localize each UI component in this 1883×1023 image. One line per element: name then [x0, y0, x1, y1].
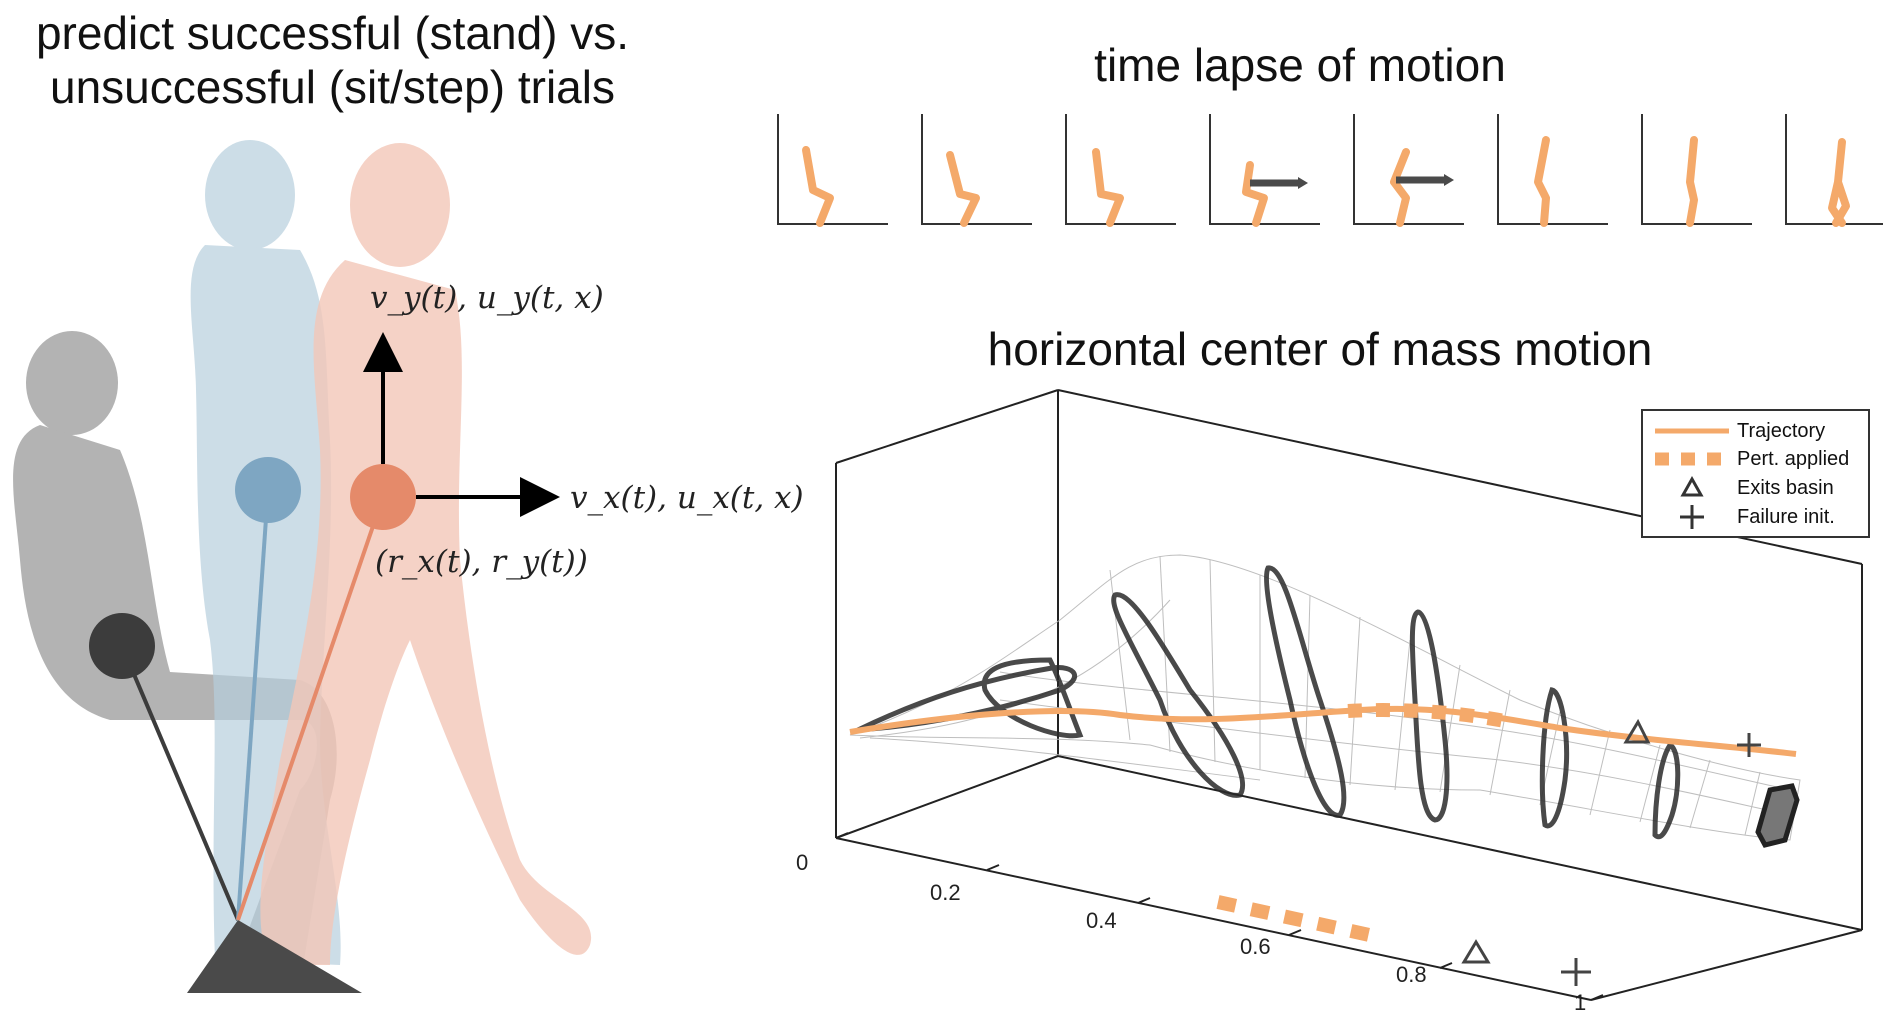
stand-rod: [236, 489, 270, 921]
timelapse-title: time lapse of motion: [1094, 39, 1506, 91]
failure-axis-marker: [1561, 958, 1591, 986]
x-tick-0: 0: [796, 850, 809, 875]
left-title-line1: predict successful (stand) vs.: [35, 7, 630, 59]
legend-pert-applied: Pert. applied: [1737, 448, 1850, 470]
legend-symbols: [1655, 428, 1729, 529]
legend-trajectory: Trajectory: [1737, 420, 1826, 442]
frame-6: [1497, 114, 1608, 227]
exits-basin-axis-marker: [1461, 939, 1491, 964]
x-tick-3: 0.6: [1240, 934, 1271, 959]
failure-init-marker: [1737, 733, 1761, 757]
left-title-line2: unsuccessful (sit/step) trials: [50, 61, 615, 113]
stepping-person-silhouette: [260, 143, 592, 965]
x-tick-1: 0.2: [930, 880, 961, 905]
com-title: horizontal center of mass motion: [987, 323, 1653, 375]
left-title: predict successful (stand) vs. unsuccess…: [0, 6, 665, 114]
com-3d-plot: [835, 389, 1863, 1001]
frame-1: [777, 114, 888, 227]
step-com-mass: [350, 464, 416, 530]
x-axis-ticks: [835, 832, 1604, 1001]
legend-plus-icon: [1680, 505, 1704, 529]
legend-exits-basin: Exits basin: [1737, 477, 1834, 499]
basin-end-cap: [1755, 783, 1800, 848]
foot-support-triangle: [187, 920, 362, 993]
stand-com-mass: [235, 457, 301, 523]
plot-box: [835, 389, 1863, 1001]
frame-3: [1065, 114, 1176, 227]
exits-basin-marker: [1623, 718, 1651, 744]
sit-stand-diagram: [13, 140, 592, 993]
vertical-velocity-label: v_y(t), u_y(t, x): [370, 280, 604, 316]
position-label: (r_x(t), r_y(t)): [375, 544, 588, 580]
frame-2: [921, 114, 1032, 227]
legend-triangle-icon: [1680, 475, 1704, 497]
frame-8: [1785, 114, 1883, 227]
timelapse-strip: [777, 114, 1883, 227]
perturbation-axis-projection: [1216, 895, 1376, 943]
step-rod: [236, 496, 385, 921]
sitting-person-silhouette: [13, 331, 337, 985]
legend-failure-init: Failure init.: [1737, 506, 1835, 528]
frame-4: [1209, 114, 1320, 227]
x-tick-2: 0.4: [1086, 908, 1117, 933]
perturbation-segment: [1347, 703, 1512, 729]
com-legend: Trajectory Pert. applied Exits basin Fai…: [1641, 409, 1870, 538]
x-tick-4: 0.8: [1396, 962, 1427, 987]
frame-5: [1353, 114, 1464, 227]
frame-7: [1641, 114, 1752, 227]
x-tick-5: 1: [1574, 990, 1587, 1015]
sit-rod: [120, 645, 240, 921]
horizontal-velocity-label: v_x(t), u_x(t, x): [570, 480, 804, 516]
sit-com-mass: [89, 613, 155, 679]
